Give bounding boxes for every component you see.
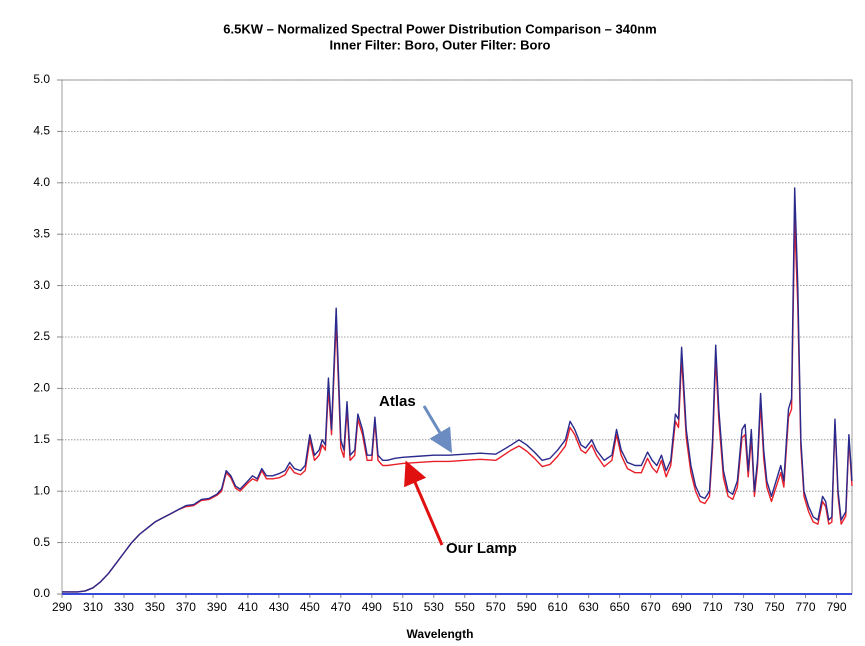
- x-tick-label: 310: [83, 600, 103, 614]
- series-line: [62, 218, 853, 593]
- x-tick-label: 550: [455, 600, 475, 614]
- x-tick-label: 390: [207, 600, 227, 614]
- y-tick-label: 4.0: [33, 175, 50, 189]
- annotation-arrow: [422, 405, 453, 454]
- chart-subtitle: Inner Filter: Boro, Outer Filter: Boro: [329, 37, 550, 52]
- annotation: Our Lamp: [446, 540, 517, 557]
- y-tick-label: 4.5: [33, 124, 50, 138]
- x-tick-label: 370: [176, 600, 196, 614]
- y-tick-label: 2.0: [33, 381, 50, 395]
- x-tick-label: 750: [765, 600, 785, 614]
- x-tick-label: 330: [114, 600, 134, 614]
- x-tick-label: 730: [734, 600, 754, 614]
- x-tick-label: 570: [486, 600, 506, 614]
- y-tick-label: 3.0: [33, 278, 50, 292]
- x-tick-label: 510: [393, 600, 413, 614]
- y-tick-label: 2.5: [33, 329, 50, 343]
- x-tick-label: 610: [548, 600, 568, 614]
- series-line: [62, 187, 853, 593]
- x-tick-label: 710: [703, 600, 723, 614]
- chart-title: 6.5KW – Normalized Spectral Power Distri…: [223, 21, 656, 36]
- y-tick-label: 1.5: [33, 432, 50, 446]
- x-tick-label: 650: [610, 600, 630, 614]
- x-tick-label: 410: [238, 600, 258, 614]
- x-tick-label: 630: [579, 600, 599, 614]
- x-tick-label: 350: [145, 600, 165, 614]
- y-tick-label: 0.5: [33, 535, 50, 549]
- x-tick-label: 430: [269, 600, 289, 614]
- x-tick-label: 530: [424, 600, 444, 614]
- y-tick-label: 3.5: [33, 226, 50, 240]
- x-tick-label: 670: [641, 600, 661, 614]
- y-tick-label: 5.0: [33, 72, 50, 86]
- x-tick-label: 450: [300, 600, 320, 614]
- x-tick-label: 470: [331, 600, 351, 614]
- annotation-arrow: [404, 460, 444, 546]
- y-tick-label: 0.0: [33, 586, 50, 600]
- x-tick-label: 790: [826, 600, 846, 614]
- y-tick-label: 1.0: [33, 483, 50, 497]
- x-tick-label: 590: [517, 600, 537, 614]
- annotation: Atlas: [379, 393, 416, 410]
- x-tick-label: 490: [362, 600, 382, 614]
- x-tick-label: 770: [796, 600, 816, 614]
- x-axis-title: Wavelength: [407, 627, 474, 641]
- x-tick-label: 290: [52, 600, 72, 614]
- x-tick-label: 690: [672, 600, 692, 614]
